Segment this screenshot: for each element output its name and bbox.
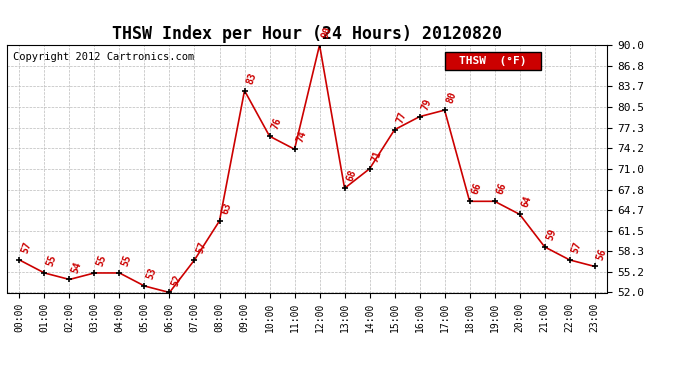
Text: 57: 57 xyxy=(570,240,583,255)
Text: 57: 57 xyxy=(19,240,33,255)
Text: 55: 55 xyxy=(95,253,108,268)
Text: 71: 71 xyxy=(370,149,383,164)
Text: 83: 83 xyxy=(244,71,258,86)
Text: 77: 77 xyxy=(395,110,408,125)
Text: 66: 66 xyxy=(495,182,508,196)
Text: 55: 55 xyxy=(44,253,58,268)
Text: 53: 53 xyxy=(144,266,158,281)
Text: 66: 66 xyxy=(470,182,483,196)
Title: THSW Index per Hour (24 Hours) 20120820: THSW Index per Hour (24 Hours) 20120820 xyxy=(112,26,502,44)
Text: 90: 90 xyxy=(319,26,333,40)
Text: 56: 56 xyxy=(595,247,608,261)
Text: 63: 63 xyxy=(219,201,233,216)
Text: THSW  (°F): THSW (°F) xyxy=(460,56,527,66)
Text: 57: 57 xyxy=(195,240,208,255)
Text: 68: 68 xyxy=(344,169,358,183)
Text: 52: 52 xyxy=(170,273,183,287)
Text: 79: 79 xyxy=(420,97,433,111)
Text: 76: 76 xyxy=(270,117,283,131)
FancyBboxPatch shape xyxy=(445,53,541,70)
Text: 54: 54 xyxy=(70,260,83,274)
Text: 55: 55 xyxy=(119,253,133,268)
Text: 64: 64 xyxy=(520,195,533,209)
Text: 74: 74 xyxy=(295,129,308,144)
Text: 80: 80 xyxy=(444,90,458,105)
Text: Copyright 2012 Cartronics.com: Copyright 2012 Cartronics.com xyxy=(13,53,194,62)
Text: 59: 59 xyxy=(544,227,558,242)
